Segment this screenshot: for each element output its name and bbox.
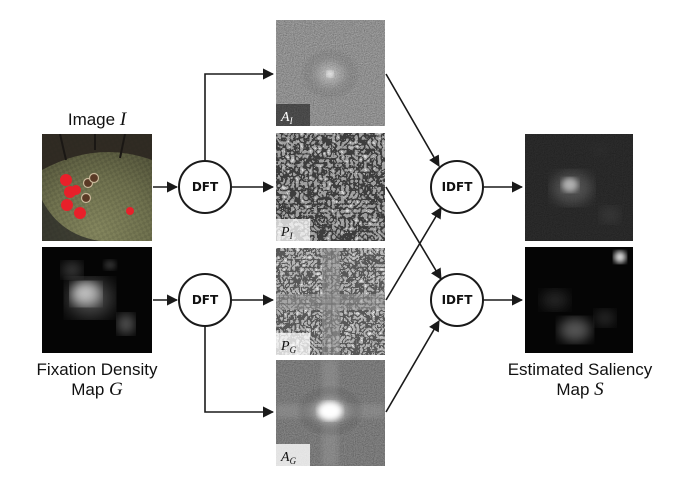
saliency-output-bottom <box>525 247 633 353</box>
saliency-output-top <box>525 134 633 241</box>
arrow-dft-to-amp-g <box>204 326 275 418</box>
input-image <box>42 134 152 241</box>
phase-i-tag: PI <box>280 225 294 241</box>
fixation-density-map <box>42 247 152 353</box>
arrow-amp-g-to-idft <box>385 320 440 413</box>
idft-node-top: IDFT <box>430 160 484 214</box>
dft-node-top: DFT <box>178 160 232 214</box>
phase-g-tag-bg <box>276 333 310 355</box>
phase-i-tag-bg <box>276 219 310 241</box>
arrow-amp-i-to-idft <box>385 73 440 167</box>
amp-g-tag: AG <box>280 450 297 466</box>
arrow-phase-g-to-idft-top <box>385 207 442 301</box>
dft-node-bottom: DFT <box>178 273 232 327</box>
image-label: Image I <box>67 109 127 130</box>
svg-text:DFT: DFT <box>192 293 219 307</box>
amp-g-tag-bg <box>276 444 310 466</box>
arrow-phase-i-to-idft-bottom <box>385 186 442 280</box>
idft-node-bottom: IDFT <box>430 273 484 327</box>
svg-text:IDFT: IDFT <box>442 293 474 307</box>
brown-objects-group <box>80 172 100 204</box>
amplitude-spectrum-fixation <box>276 360 385 466</box>
svg-text:IDFT: IDFT <box>442 180 474 194</box>
phase-g-tag: PG <box>280 339 297 355</box>
amp-i-tag: AI <box>280 110 294 126</box>
red-objects-group <box>60 174 134 219</box>
estimated-saliency-label: Estimated Saliency Map S <box>507 360 653 400</box>
arrow-dft-to-amp-i <box>204 68 275 161</box>
amp-i-tag-bg <box>276 104 310 126</box>
fixation-label: Fixation Density Map G <box>36 360 158 400</box>
arrows <box>153 68 524 418</box>
svg-text:DFT: DFT <box>192 180 219 194</box>
